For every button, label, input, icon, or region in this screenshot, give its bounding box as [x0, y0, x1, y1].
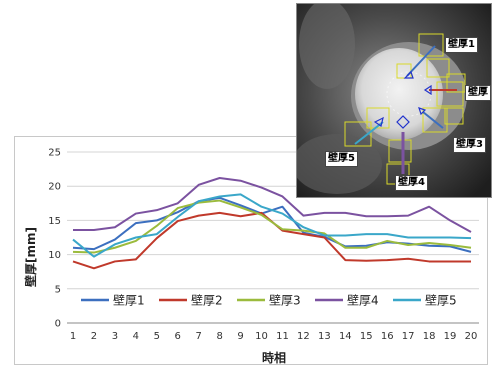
x-tick-label: 3 — [112, 331, 118, 342]
ct-image-panel: 壁厚1 壁厚 壁厚3 壁厚4 壁厚5 — [296, 3, 492, 198]
y-tick-label: 0 — [55, 319, 61, 330]
x-tick-label: 8 — [216, 331, 222, 342]
x-tick-label: 14 — [339, 331, 352, 342]
legend-label: 壁厚5 — [425, 293, 457, 308]
ct-label-wall-1: 壁厚1 — [445, 37, 478, 53]
legend-label: 壁厚2 — [191, 293, 223, 308]
x-tick-label: 11 — [276, 331, 289, 342]
y-tick-label: 15 — [48, 216, 61, 227]
y-axis-title: 壁厚[mm] — [23, 227, 38, 287]
ct-label-wall-3: 壁厚3 — [453, 137, 486, 153]
x-tick-label: 19 — [444, 331, 457, 342]
x-tick-label: 2 — [91, 331, 97, 342]
legend-label: 壁厚1 — [113, 293, 145, 308]
x-tick-label: 16 — [381, 331, 394, 342]
ct-label-wall-2: 壁厚 — [465, 85, 491, 101]
y-tick-label: 5 — [55, 284, 61, 295]
x-tick-label: 10 — [255, 331, 268, 342]
x-tick-label: 4 — [133, 331, 139, 342]
x-tick-label: 9 — [237, 331, 243, 342]
legend-entry-3: 壁厚3 — [237, 293, 301, 308]
y-tick-label: 20 — [48, 182, 61, 193]
x-tick-label: 18 — [423, 331, 436, 342]
legend-label: 壁厚3 — [269, 293, 301, 308]
legend-entry-1: 壁厚1 — [81, 293, 145, 308]
ct-label-wall-4: 壁厚4 — [395, 175, 428, 191]
legend-label: 壁厚4 — [347, 293, 379, 308]
x-tick-label: 7 — [195, 331, 201, 342]
x-tick-label: 13 — [318, 331, 331, 342]
x-tick-label: 6 — [175, 331, 181, 342]
legend-entry-5: 壁厚5 — [393, 293, 457, 308]
legend-entry-4: 壁厚4 — [315, 293, 379, 308]
x-tick-label: 12 — [297, 331, 310, 342]
series-line-5 — [72, 193, 472, 258]
y-tick-label: 25 — [48, 148, 61, 159]
x-tick-label: 17 — [402, 331, 415, 342]
series-line-3 — [72, 199, 472, 254]
y-tick-label: 10 — [48, 250, 61, 261]
x-tick-label: 1 — [70, 331, 76, 342]
x-axis-title: 時相 — [262, 350, 286, 365]
ct-label-wall-5: 壁厚5 — [325, 151, 358, 167]
legend-entry-2: 壁厚2 — [159, 293, 223, 308]
ct-image — [297, 4, 491, 197]
x-tick-label: 15 — [360, 331, 373, 342]
series-line-4 — [73, 176, 472, 233]
x-tick-label: 20 — [465, 331, 478, 342]
x-tick-label: 5 — [154, 331, 160, 342]
